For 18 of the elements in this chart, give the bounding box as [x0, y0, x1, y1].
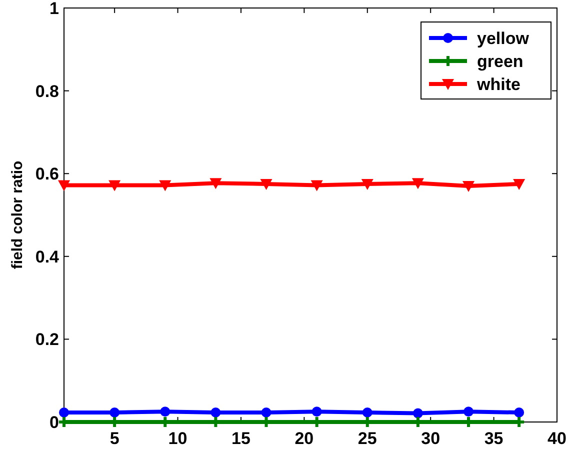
y-tick-label: 0.4: [35, 247, 60, 266]
x-tick-label: 5: [110, 429, 120, 448]
legend-label: green: [477, 52, 524, 71]
y-tick-label: 0.2: [35, 330, 59, 350]
x-tick-label: 15: [232, 429, 250, 448]
x-tick-label: 40: [548, 429, 566, 448]
y-tick-label: 0.6: [35, 164, 59, 184]
x-tick-label: 20: [294, 429, 314, 448]
x-tick-label: 25: [358, 429, 377, 448]
x-tick-label: 10: [168, 429, 188, 448]
x-tick-label: 35: [484, 429, 504, 448]
y-axis-title: field color ratio: [9, 160, 26, 270]
legend-label: white: [476, 75, 520, 94]
legend-label: yellow: [477, 29, 530, 48]
y-tick-label: 0.8: [35, 82, 59, 101]
y-tick-label: 0: [50, 413, 59, 432]
x-tick-label: 30: [421, 429, 440, 448]
y-tick-label: 1: [50, 0, 59, 18]
